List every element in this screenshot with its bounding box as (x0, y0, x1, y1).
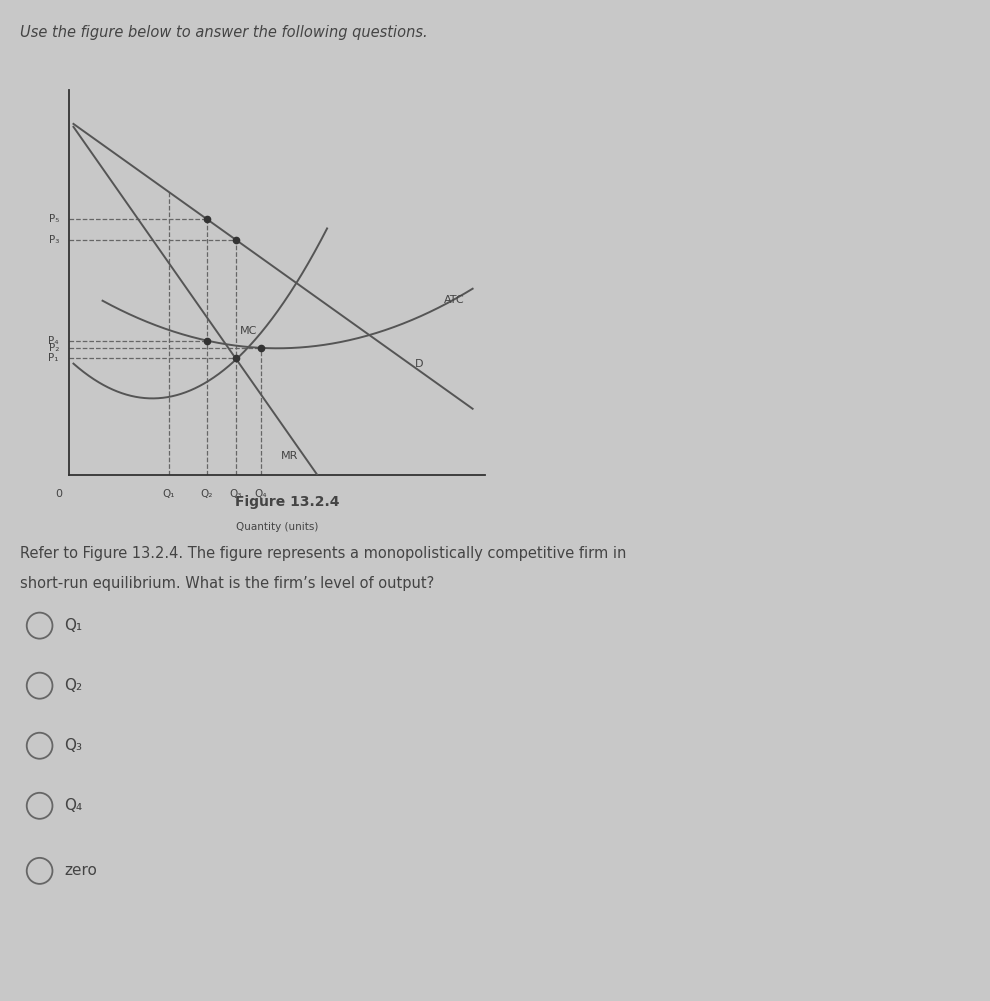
Text: Quantity (units): Quantity (units) (236, 522, 319, 532)
Text: Use the figure below to answer the following questions.: Use the figure below to answer the follo… (20, 25, 428, 40)
Text: Figure 13.2.4: Figure 13.2.4 (235, 495, 340, 510)
Text: Refer to Figure 13.2.4. The figure represents a monopolistically competitive fir: Refer to Figure 13.2.4. The figure repre… (20, 546, 626, 561)
Text: MR: MR (281, 451, 298, 461)
Text: MC: MC (240, 326, 256, 336)
Text: short-run equilibrium. What is the firm’s level of output?: short-run equilibrium. What is the firm’… (20, 576, 434, 591)
Text: Q₂: Q₂ (64, 679, 82, 693)
Text: 0: 0 (55, 488, 62, 498)
Text: zero: zero (64, 864, 97, 878)
Text: Q₄: Q₄ (254, 488, 267, 498)
Text: P₁: P₁ (49, 353, 59, 363)
Text: Q₂: Q₂ (200, 488, 213, 498)
Text: Q₁: Q₁ (162, 488, 175, 498)
Text: P₄: P₄ (49, 335, 59, 345)
Text: Q₃: Q₃ (230, 488, 242, 498)
Text: ATC: ATC (444, 295, 464, 305)
Text: P₃: P₃ (49, 234, 59, 244)
Text: P₂: P₂ (49, 343, 59, 353)
Text: P₅: P₅ (49, 214, 59, 224)
Text: Q₄: Q₄ (64, 799, 82, 813)
Text: Q₃: Q₃ (64, 739, 82, 753)
Text: Q₁: Q₁ (64, 619, 82, 633)
Text: D: D (415, 359, 423, 369)
